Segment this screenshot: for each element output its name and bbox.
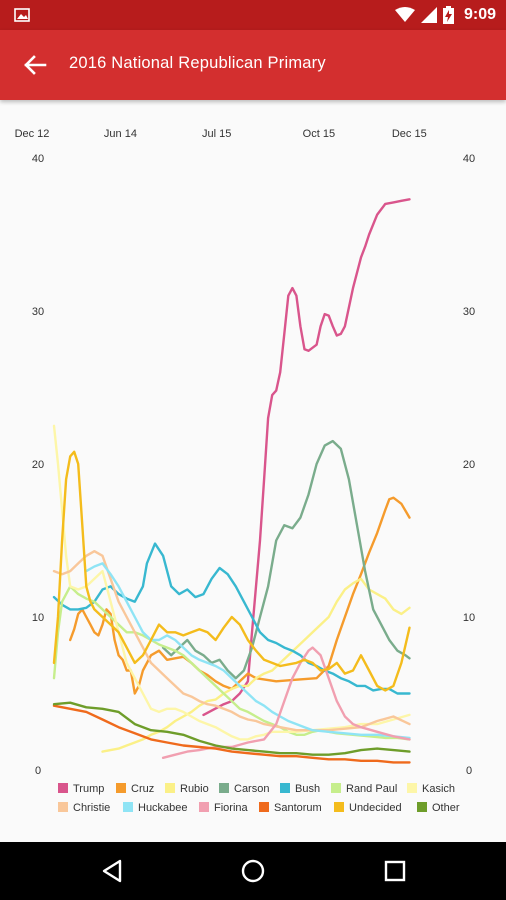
legend-swatch-kasich [407,783,417,793]
legend-swatch-cruz [116,783,126,793]
legend-swatch-huckabee [123,802,133,812]
y-tick-label-left: 30 [32,306,44,318]
line-chart: Dec 12 Jun 14 Jul 15 Oct 15 Dec 15 0 0 10 10 20 20… [15,128,476,814]
legend-swatch-santorum [259,802,269,812]
legend-label-undecided: Undecided [349,802,402,814]
y-tick-label-left: 20 [32,459,44,471]
y-tick-label-left: 40 [32,153,44,165]
y-tick-label-left: 0 [35,765,41,777]
recents-square-icon[interactable] [380,856,410,886]
legend-label-rand-paul: Rand Paul [346,783,397,795]
arrow-left-icon[interactable] [18,48,52,82]
nav-bar [0,842,506,900]
status-icons: 9:09 [394,5,496,25]
app-bar: 2016 National Republican Primary [0,30,506,100]
legend-label-fiorina: Fiorina [214,802,249,814]
series-line-undecided [52,450,411,692]
y-tick-label-left: 10 [32,612,44,624]
legend-label-huckabee: Huckabee [138,802,188,814]
legend-label-santorum: Santorum [274,802,322,814]
y-tick-label-right: 0 [466,765,472,777]
legend-swatch-fiorina [199,802,209,812]
home-circle-icon[interactable] [238,856,268,886]
wifi-icon [394,7,415,22]
legend-swatch-other [417,802,427,812]
series-line-trump [202,198,411,717]
legend-label-kasich: Kasich [422,783,455,795]
signal-icon [420,7,437,23]
status-bar: 9:09 [0,0,506,30]
legend-label-rubio: Rubio [180,783,209,795]
status-time: 9:09 [463,6,496,23]
legend-label-bush: Bush [295,783,320,795]
series-line-christie [52,550,411,732]
legend-swatch-carson [219,783,229,793]
x-tick-label: Jul 15 [202,128,231,140]
chart-card: Dec 12 Jun 14 Jul 15 Oct 15 Dec 15 0 0 10 10 20 20… [14,108,492,832]
battery-charging-icon [442,6,454,24]
legend-label-christie: Christie [73,802,110,814]
y-tick-label-right: 30 [463,306,475,318]
x-tick-label: Oct 15 [303,128,335,140]
legend-label-trump: Trump [73,783,104,795]
legend-swatch-rubio [165,783,175,793]
legend-swatch-trump [58,783,68,793]
legend-label-other: Other [432,802,460,814]
y-tick-label-right: 20 [463,459,475,471]
legend-label-cruz: Cruz [131,783,154,795]
series-line-carson [161,439,411,680]
image-icon [14,8,30,22]
x-tick-label: Dec 15 [392,128,427,140]
legend-swatch-bush [280,783,290,793]
series-line-santorum [52,704,411,764]
x-tick-label: Jun 14 [104,128,137,140]
back-triangle-icon[interactable] [98,856,128,886]
legend-swatch-undecided [334,802,344,812]
series-line-huckabee [85,562,411,740]
page-title: 2016 National Republican Primary [69,54,326,72]
legend-swatch-christie [58,802,68,812]
legend-swatch-rand-paul [331,783,341,793]
x-tick-label: Dec 12 [15,128,50,140]
series-line-rubio [101,577,411,753]
y-tick-label-right: 10 [463,612,475,624]
y-tick-label-right: 40 [463,153,475,165]
legend-label-carson: Carson [234,783,269,795]
series-line-other [52,701,411,756]
